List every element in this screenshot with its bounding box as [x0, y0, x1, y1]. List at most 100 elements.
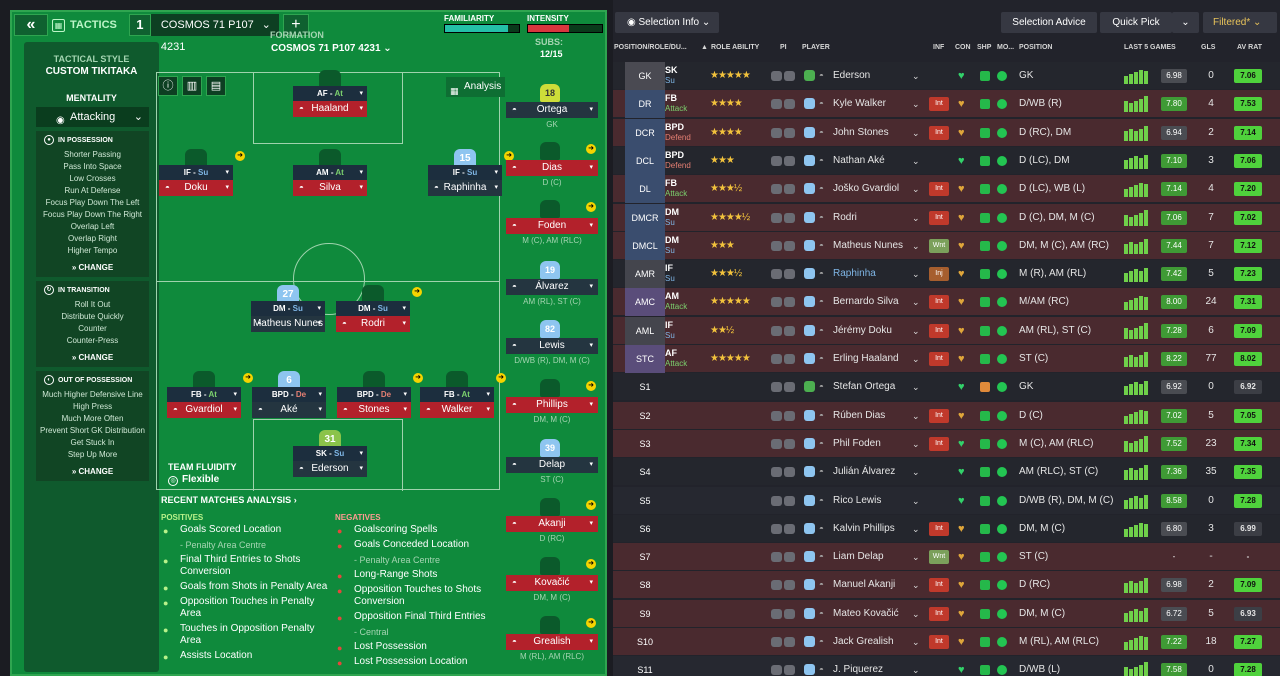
swap-arrow-icon[interactable]: ➜ [413, 373, 423, 383]
player-name-select[interactable]: ◓ Matheus Nunes ▾ [251, 316, 325, 332]
player-role[interactable]: IF - Su ▾ [159, 165, 233, 180]
player-instructions-icon[interactable] [771, 410, 782, 421]
analysis-item[interactable]: ● Lost Possession Location [335, 656, 500, 668]
table-row[interactable]: S2 ◓ Rúben Dias ⌄ Int ♥ D (C) 7.02 5 7.05 [613, 401, 1280, 430]
header-mo[interactable]: MO... [997, 44, 1015, 51]
opposition-instructions-icon[interactable] [784, 297, 795, 308]
position-slot[interactable]: AMC [625, 288, 665, 317]
in-possession-change-button[interactable]: » CHANGE [71, 263, 114, 272]
table-row[interactable]: S6 ◓ Kalvin Phillips ⌄ Int ♥ DM, M (C) 6.80 3 6.9… [613, 514, 1280, 543]
player-role[interactable]: DM - Su ▾ [336, 301, 410, 316]
opposition-instructions-icon[interactable] [784, 382, 795, 393]
table-row[interactable]: GK SK Su ★★★★★ ◓ Ederson ⌄ ♥ GK 6.98 0 7.06 [613, 62, 1280, 90]
chevron-down-icon[interactable]: ⌄ [912, 354, 920, 364]
table-row[interactable]: DR FB Attack ★★★★ ◓ Kyle Walker ⌄ Int ♥ D/WB (R) 7… [613, 90, 1280, 119]
player-instructions-icon[interactable] [771, 637, 782, 647]
position-slot[interactable]: S7 [639, 552, 651, 563]
chevron-down-icon[interactable]: ⌄ [912, 127, 920, 138]
analysis-item[interactable]: ● Goalscoring Spells [335, 524, 500, 536]
analysis-item[interactable]: ● Final Third Entries to Shots Conversion [161, 554, 329, 578]
chevron-down-icon[interactable]: ⌄ [912, 297, 920, 308]
role-duty-select[interactable]: DM Su [665, 232, 705, 260]
pitch-stats-button[interactable]: ▥ [182, 76, 202, 96]
player-name[interactable]: Nathan Aké [833, 154, 885, 166]
opposition-instructions-icon[interactable] [784, 71, 795, 81]
player-name[interactable]: Rúben Dias [833, 409, 886, 421]
in-transition-change-button[interactable]: » CHANGE [71, 353, 114, 362]
swap-arrow-icon[interactable]: ➜ [586, 144, 596, 154]
player-name[interactable]: Mateo Kovačić [833, 607, 899, 619]
analysis-item[interactable]: ● Long-Range Shots [335, 569, 500, 581]
position-slot[interactable]: DL [625, 175, 665, 204]
header-inf[interactable]: INF [933, 44, 945, 51]
sub-name-select[interactable]: ◓ Phillips ▾ [506, 397, 598, 413]
player-name[interactable]: Jérémy Doku [833, 324, 892, 336]
opposition-instructions-icon[interactable] [784, 184, 795, 195]
role-duty-select[interactable]: AM Attack [665, 288, 705, 316]
chevron-down-icon[interactable]: ⌄ [912, 637, 920, 647]
player-instructions-icon[interactable] [771, 552, 782, 563]
position-slot[interactable]: S9 [639, 608, 651, 619]
player-instructions-icon[interactable] [771, 155, 782, 166]
swap-arrow-icon[interactable]: ➜ [586, 202, 596, 212]
table-row[interactable]: DMCR DM Su ★★★★½ ◓ Rodri ⌄ Int ♥ D (C), DM, M (C)… [613, 203, 1280, 232]
analysis-item[interactable]: ● Touches in Opposition Penalty Area [161, 623, 329, 647]
opposition-instructions-icon[interactable] [784, 269, 795, 280]
player-role[interactable]: FB - At ▾ [420, 387, 494, 402]
role-duty-select[interactable]: FB Attack [665, 90, 705, 118]
position-slot[interactable]: S1 [639, 382, 651, 393]
player-name-select[interactable]: ◓ Raphinha ▾ [428, 180, 502, 196]
tactical-style-name[interactable]: CUSTOM TIKITAKA [45, 66, 138, 77]
chevron-down-icon[interactable]: ⌄ [912, 212, 920, 223]
out-of-possession-change-button[interactable]: » CHANGE [71, 467, 114, 476]
opposition-instructions-icon[interactable] [784, 410, 795, 421]
position-slot[interactable]: DCL [625, 146, 665, 175]
player-name-select[interactable]: ◓ Walker ▾ [420, 402, 494, 418]
chevron-down-icon[interactable]: ⌄ [912, 608, 920, 619]
opposition-instructions-icon[interactable] [784, 495, 795, 506]
player-role[interactable]: BPD - De ▾ [337, 387, 411, 402]
opposition-instructions-icon[interactable] [784, 99, 795, 110]
table-row[interactable]: AMR IF Su ★★★½ ◓ Raphinha ⌄ Inj ♥ M (R), AM (RL) 7… [613, 260, 1280, 289]
sub-name-select[interactable]: ◓ Akanji ▾ [506, 516, 598, 532]
chevron-down-icon[interactable]: ⌄ [912, 438, 920, 449]
table-row[interactable]: DMCL DM Su ★★★ ◓ Matheus Nunes ⌄ Wnt ♥ DM, M (C),… [613, 231, 1280, 260]
chevron-down-icon[interactable]: ⌄ [912, 410, 920, 421]
player-instructions-icon[interactable] [771, 523, 782, 534]
player-role[interactable]: FB - At ▾ [167, 387, 241, 402]
sub-name-select[interactable]: ◓ Delap ▾ [506, 457, 598, 473]
formation-select[interactable]: COSMOS 71 P107 4231 ⌄ [271, 43, 392, 54]
role-duty-select[interactable]: AF Attack [665, 345, 705, 373]
chevron-down-icon[interactable]: ⌄ [912, 240, 920, 251]
analysis-item[interactable]: ● Goals Scored Location [161, 524, 329, 536]
opposition-instructions-icon[interactable] [784, 467, 795, 478]
position-slot[interactable]: GK [625, 62, 665, 90]
opposition-instructions-icon[interactable] [784, 240, 795, 251]
player-instructions-icon[interactable] [771, 438, 782, 449]
player-name-select[interactable]: ◓ Doku ▾ [159, 180, 233, 196]
opposition-instructions-icon[interactable] [784, 665, 795, 676]
table-row[interactable]: S8 ◓ Manuel Akanji ⌄ Int ♥ D (RC) 6.98 2 7.09 [613, 571, 1280, 599]
position-slot[interactable]: AMR [625, 260, 665, 289]
tactic-name-select[interactable]: COSMOS 71 P107 4231 ⌄ [150, 14, 279, 53]
opposition-instructions-icon[interactable] [784, 552, 795, 563]
player-name[interactable]: Bernardo Silva [833, 296, 899, 308]
swap-arrow-icon[interactable]: ➜ [496, 373, 506, 383]
position-slot[interactable]: DR [625, 90, 665, 119]
table-row[interactable]: S4 ◓ Julián Álvarez ⌄ ♥ AM (RLC), ST (C) 7.36 3… [613, 458, 1280, 486]
sub-name-select[interactable]: ◓ Lewis ▾ [506, 338, 598, 354]
chevron-down-icon[interactable]: ⌄ [912, 467, 920, 478]
position-slot[interactable]: STC [625, 345, 665, 373]
player-instructions-icon[interactable] [771, 127, 782, 138]
player-role[interactable]: IF - Su ▾ [428, 165, 502, 180]
position-slot[interactable]: DMCR [625, 203, 665, 232]
player-name-select[interactable]: ◓ Gvardiol ▾ [167, 402, 241, 418]
player-name-select[interactable]: ◓ Stones ▾ [337, 402, 411, 418]
recent-matches-analysis-link[interactable]: RECENT MATCHES ANALYSIS › [161, 495, 297, 505]
chevron-down-icon[interactable]: ⌄ [912, 71, 920, 81]
table-row[interactable]: DCL BPD Defend ★★★ ◓ Nathan Aké ⌄ ♥ D (LC), DM 7.… [613, 146, 1280, 175]
position-slot[interactable]: S2 [639, 410, 651, 421]
pitch-info-button[interactable]: ⓘ [158, 76, 178, 96]
role-duty-select[interactable]: IF Su [665, 260, 705, 288]
table-row[interactable]: S11 ◓ J. Piquerez ⌄ ♥ D/WB (L) 7.58 0 7.28 [613, 656, 1280, 676]
